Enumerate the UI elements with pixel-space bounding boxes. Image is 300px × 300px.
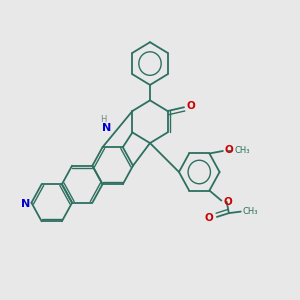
Text: N: N: [22, 199, 31, 209]
Text: CH₃: CH₃: [242, 207, 258, 216]
Text: N: N: [102, 122, 112, 133]
Text: O: O: [225, 145, 234, 155]
Text: CH₃: CH₃: [234, 146, 250, 155]
Text: O: O: [186, 101, 195, 111]
Text: H: H: [100, 116, 106, 124]
Text: O: O: [205, 213, 213, 223]
Text: O: O: [223, 197, 232, 207]
